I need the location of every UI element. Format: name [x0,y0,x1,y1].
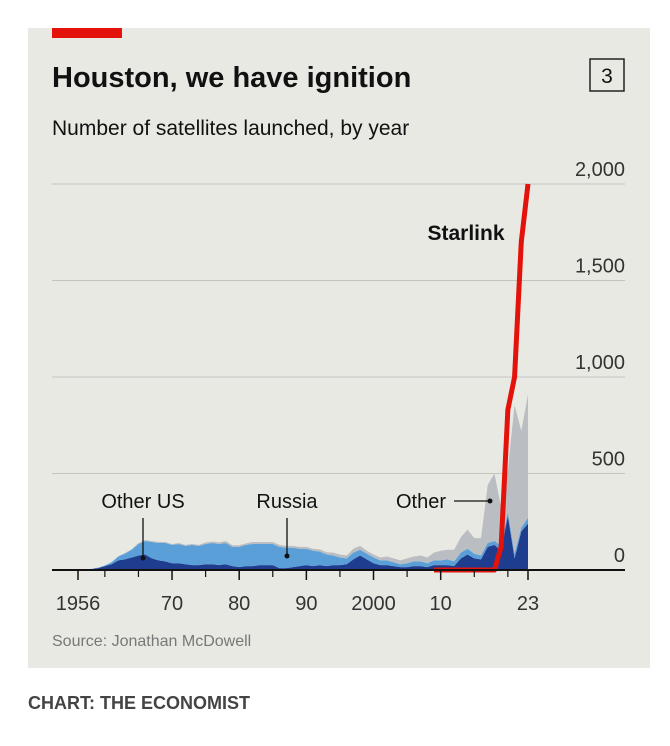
x-tick-label: 2000 [351,593,396,615]
x-tick-label: 23 [517,593,539,615]
chart-title: Houston, we have ignition [52,62,411,94]
red-tab [52,28,122,38]
series-label: Other [396,491,446,513]
area [84,512,528,570]
y-tick-label: 1,000 [575,352,625,374]
y-tick-label: 2,000 [575,159,625,181]
x-tick-label: 80 [228,593,250,615]
series-label: Other US [101,491,184,513]
area [84,515,528,570]
y-tick-label: 0 [614,545,625,567]
leader-dot [140,555,146,561]
y-tick-label: 1,500 [575,256,625,278]
axes: 0 500 1,000 1,500 2,000 1956 70 80 90 2000 10 23 Oth… [52,159,625,615]
source: Source: Jonathan McDowell [52,633,251,650]
x-tick-label: 10 [430,593,452,615]
leader-dot [487,498,493,504]
x-tick-label: 70 [161,593,183,615]
badge-box [589,58,625,92]
x-tick-label: 90 [295,593,317,615]
leader-dot [284,553,290,559]
series-label: Starlink [427,222,504,245]
credit: CHART: THE ECONOMIST [28,693,250,713]
y-tick-label: 500 [592,449,625,471]
badge: 3 [601,65,613,88]
subtitle: Number of satellites launched, by year [52,117,409,140]
x-tick-label: 1956 [56,593,101,615]
series-label: Russia [256,491,318,513]
grid [52,183,625,474]
